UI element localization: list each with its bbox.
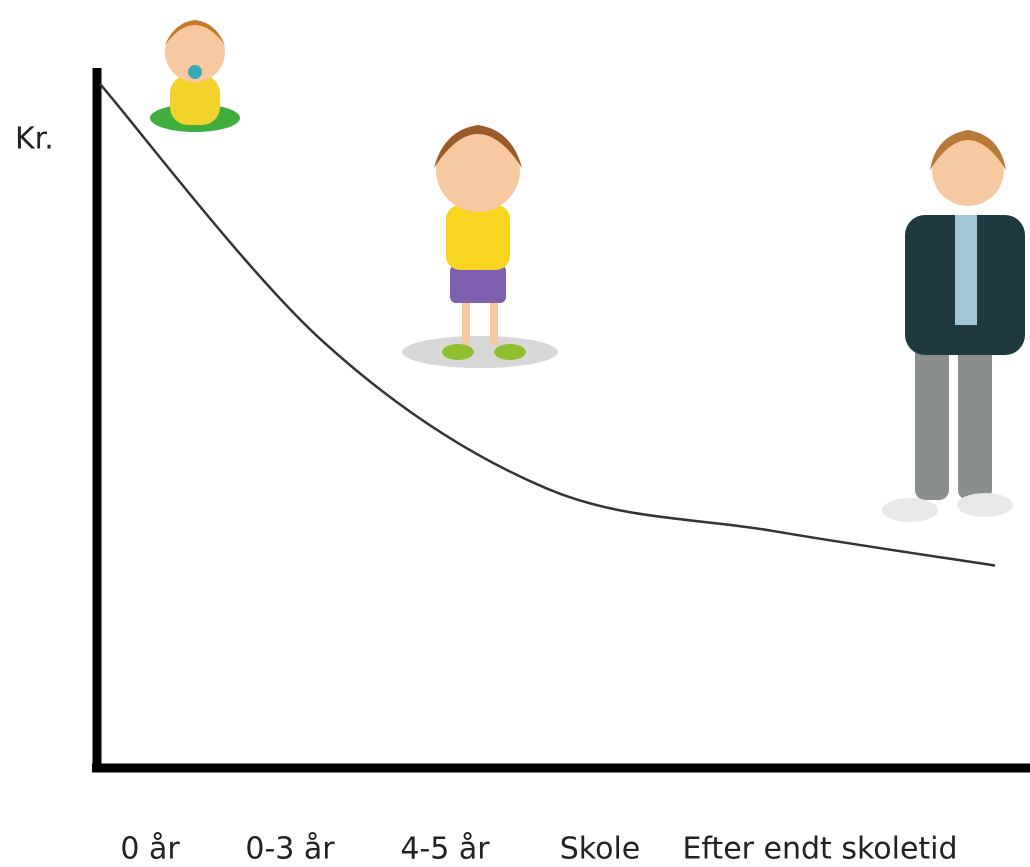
line bbox=[100, 84, 995, 566]
x-tick-label: 0-3 år bbox=[245, 832, 335, 867]
child-figure bbox=[402, 125, 558, 368]
x-tick-label: Efter endt skoletid bbox=[682, 832, 957, 867]
chart: Kr. 0 år 0-3 år 4-5 år Skole Efter endt skol… bbox=[0, 0, 1030, 867]
x-tick-label: 0 år bbox=[120, 832, 180, 867]
adult-figure bbox=[882, 130, 1025, 522]
x-tick-label: Skole bbox=[560, 832, 641, 867]
y-axis-label: Kr. bbox=[15, 122, 54, 157]
baby-figure bbox=[150, 20, 240, 132]
x-tick-label: 4-5 år bbox=[400, 832, 490, 867]
